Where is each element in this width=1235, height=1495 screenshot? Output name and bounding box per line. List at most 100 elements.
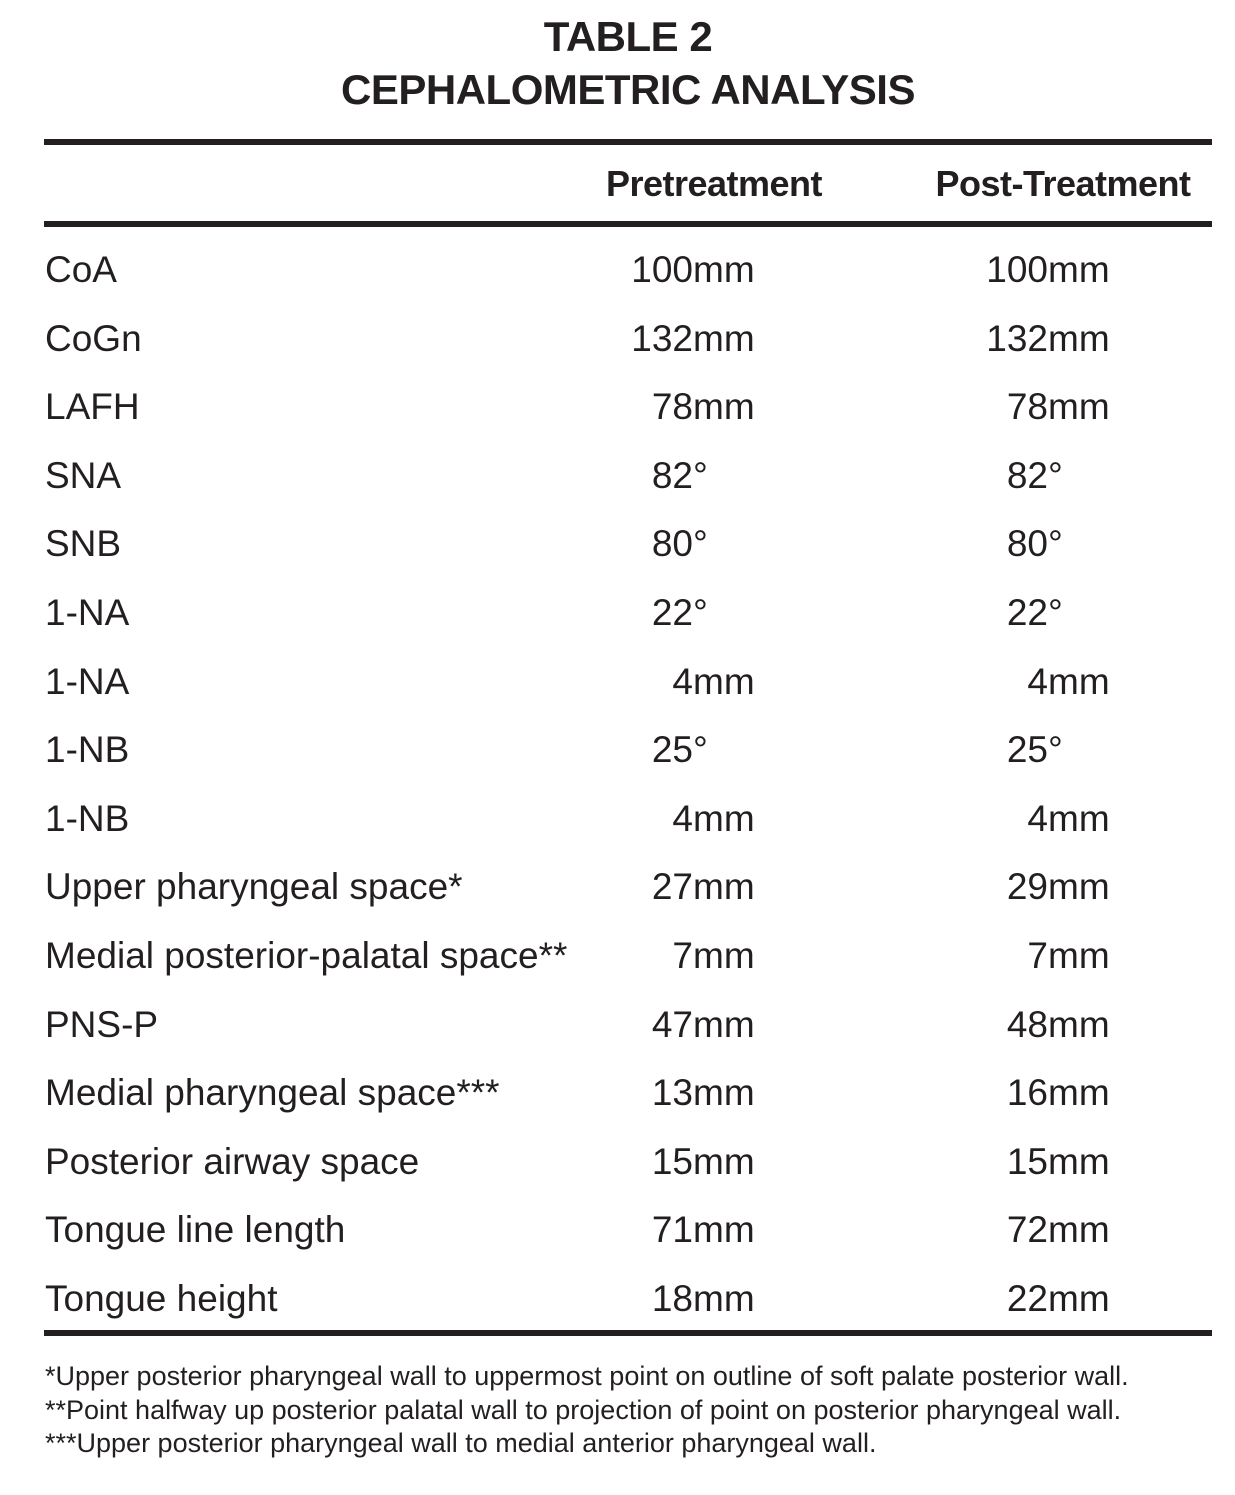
pretreatment-number: 27 xyxy=(651,866,693,908)
table-number: TABLE 2 xyxy=(543,13,713,60)
posttreatment-value: 80° xyxy=(915,510,1063,579)
posttreatment-number: 25 xyxy=(1006,729,1048,771)
pretreatment-unit: mm xyxy=(693,1209,755,1251)
posttreatment-value: 72mm xyxy=(915,1196,1110,1265)
column-header-pretreatment: Pretreatment xyxy=(605,163,823,204)
posttreatment-number: 72 xyxy=(1006,1209,1048,1251)
posttreatment-unit: mm xyxy=(1048,866,1110,908)
pretreatment-number: 13 xyxy=(651,1072,693,1114)
pretreatment-value: 13mm xyxy=(560,1059,755,1128)
pretreatment-unit: mm xyxy=(693,1072,755,1114)
pretreatment-value: 27mm xyxy=(560,853,755,922)
pretreatment-number: 100 xyxy=(631,249,693,290)
row-label: 1-NB xyxy=(45,729,130,771)
posttreatment-unit: mm xyxy=(1048,797,1110,839)
posttreatment-unit: mm xyxy=(1048,317,1110,359)
row-label: Medial pharyngeal space*** xyxy=(45,1072,500,1114)
posttreatment-number: 132 xyxy=(986,317,1048,359)
table-row: 1-NA 22° 22° xyxy=(0,579,1235,648)
posttreatment-number: 7 xyxy=(1027,934,1048,976)
posttreatment-unit: ° xyxy=(1048,729,1063,771)
posttreatment-unit: ° xyxy=(1048,523,1063,565)
table-row: CoGn 132mm 132mm xyxy=(0,305,1235,374)
row-label: LAFH xyxy=(45,386,140,428)
table-row: SNB 80° 80° xyxy=(0,510,1235,579)
row-label: CoGn xyxy=(45,317,142,359)
pretreatment-value: 22° xyxy=(560,579,708,648)
pretreatment-number: 15 xyxy=(651,1140,693,1182)
posttreatment-value: 82° xyxy=(915,442,1063,511)
posttreatment-unit: mm xyxy=(1048,1140,1110,1182)
posttreatment-number: 22 xyxy=(1006,591,1048,633)
pretreatment-unit: mm xyxy=(693,386,755,428)
row-label: CoA xyxy=(45,249,117,290)
posttreatment-value: 29mm xyxy=(915,853,1110,922)
pretreatment-unit: ° xyxy=(693,729,708,771)
pretreatment-unit: mm xyxy=(693,660,755,702)
pretreatment-value: 80° xyxy=(560,510,708,579)
posttreatment-value: 4mm xyxy=(915,785,1110,854)
pretreatment-value: 47mm xyxy=(560,991,755,1060)
posttreatment-value: 78mm xyxy=(915,373,1110,442)
pretreatment-unit: mm xyxy=(693,249,755,290)
posttreatment-unit: mm xyxy=(1048,660,1110,702)
posttreatment-number: 16 xyxy=(1006,1072,1048,1114)
pretreatment-number: 25 xyxy=(651,729,693,771)
pretreatment-unit: mm xyxy=(693,1277,755,1319)
table-row: Medial posterior-palatal space** 7mm 7mm xyxy=(0,922,1235,991)
posttreatment-number: 15 xyxy=(1006,1140,1048,1182)
pretreatment-number: 4 xyxy=(672,660,693,702)
posttreatment-unit: ° xyxy=(1048,454,1063,496)
table-row: Posterior airway space 15mm 15mm xyxy=(0,1128,1235,1197)
rule-top xyxy=(44,139,1212,145)
pretreatment-unit: mm xyxy=(693,934,755,976)
pretreatment-value: 100mm xyxy=(560,236,755,305)
pretreatment-value: 78mm xyxy=(560,373,755,442)
pretreatment-unit: mm xyxy=(693,866,755,908)
pretreatment-unit: ° xyxy=(693,523,708,565)
table-title-block: TABLE 2 CEPHALOMETRIC ANALYSIS xyxy=(44,10,1212,116)
pretreatment-value: 15mm xyxy=(560,1128,755,1197)
row-label: PNS-P xyxy=(45,1003,159,1045)
table-row: LAFH 78mm 78mm xyxy=(0,373,1235,442)
row-label: Medial posterior-palatal space** xyxy=(45,934,568,976)
posttreatment-value: 22° xyxy=(915,579,1063,648)
pretreatment-value: 7mm xyxy=(560,922,755,991)
posttreatment-value: 16mm xyxy=(915,1059,1110,1128)
pretreatment-unit: mm xyxy=(693,1140,755,1182)
row-label: Posterior airway space xyxy=(45,1140,420,1182)
posttreatment-number: 4 xyxy=(1027,660,1048,702)
pretreatment-number: 4 xyxy=(672,797,693,839)
posttreatment-unit: mm xyxy=(1048,1209,1110,1251)
pretreatment-number: 47 xyxy=(651,1003,693,1045)
pretreatment-value: 132mm xyxy=(560,305,755,374)
posttreatment-value: 4mm xyxy=(915,648,1110,717)
row-label: 1-NA xyxy=(45,660,130,702)
table-row: 1-NA 4mm 4mm xyxy=(0,648,1235,717)
pretreatment-number: 132 xyxy=(631,317,693,359)
pretreatment-unit: mm xyxy=(693,1003,755,1045)
table-row: 1-NB 25° 25° xyxy=(0,716,1235,785)
pretreatment-number: 78 xyxy=(651,386,693,428)
pretreatment-number: 22 xyxy=(651,591,693,633)
footnote-1: *Upper posterior pharyngeal wall to uppe… xyxy=(45,1361,1129,1391)
pretreatment-number: 7 xyxy=(672,934,693,976)
posttreatment-number: 100 xyxy=(986,249,1048,290)
pretreatment-value: 71mm xyxy=(560,1196,755,1265)
footnote-2: **Point halfway up posterior palatal wal… xyxy=(45,1394,1122,1425)
posttreatment-number: 80 xyxy=(1006,523,1048,565)
pretreatment-value: 18mm xyxy=(560,1265,755,1334)
posttreatment-value: 7mm xyxy=(915,922,1109,991)
posttreatment-value: 15mm xyxy=(915,1128,1110,1197)
table-title: CEPHALOMETRIC ANALYSIS xyxy=(341,66,915,113)
posttreatment-number: 82 xyxy=(1006,454,1048,496)
posttreatment-unit: ° xyxy=(1048,591,1063,633)
table-body: CoA 100mm 100mm CoGn 132mm 132mm LAFH 78… xyxy=(0,236,1235,1334)
pretreatment-value: 4mm xyxy=(560,785,754,854)
table-row: Tongue height 18mm 22mm xyxy=(0,1265,1235,1334)
posttreatment-number: 4 xyxy=(1027,797,1048,839)
pretreatment-value: 82° xyxy=(560,442,708,511)
rule-bottom xyxy=(44,1330,1212,1336)
pretreatment-unit: mm xyxy=(693,317,755,359)
